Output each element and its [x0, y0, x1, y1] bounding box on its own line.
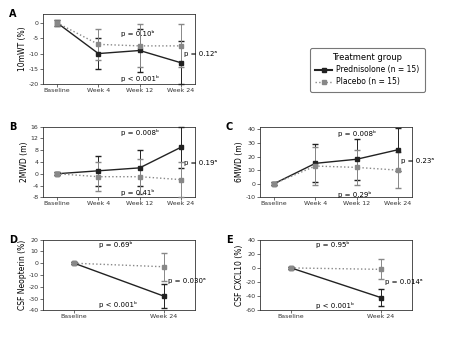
Y-axis label: CSF CXCL10 (%): CSF CXCL10 (%) [235, 244, 244, 306]
Text: D: D [9, 235, 17, 246]
Text: B: B [9, 122, 17, 132]
Legend: Prednisolone (n = 15), Placebo (n = 15): Prednisolone (n = 15), Placebo (n = 15) [310, 48, 425, 92]
Text: p = 0.030ᵃ: p = 0.030ᵃ [168, 278, 206, 284]
Text: p < 0.001ᵇ: p < 0.001ᵇ [99, 301, 137, 308]
Text: p = 0.95ᵇ: p = 0.95ᵇ [316, 241, 350, 248]
Y-axis label: 6MWD (m): 6MWD (m) [235, 142, 244, 182]
Text: p = 0.23ᵃ: p = 0.23ᵃ [401, 158, 434, 164]
Text: p < 0.001ᵇ: p < 0.001ᵇ [316, 302, 354, 309]
Text: p = 0.008ᵇ: p = 0.008ᵇ [338, 130, 376, 137]
Text: p = 0.014ᵃ: p = 0.014ᵃ [385, 279, 423, 285]
Text: p = 0.29ᵇ: p = 0.29ᵇ [338, 191, 372, 198]
Y-axis label: 2MWD (m): 2MWD (m) [20, 142, 29, 182]
Text: E: E [226, 235, 233, 246]
Text: p = 0.19ᵃ: p = 0.19ᵃ [184, 161, 218, 166]
Text: p < 0.001ᵇ: p < 0.001ᵇ [121, 75, 159, 81]
Y-axis label: 10mWT (%): 10mWT (%) [18, 27, 27, 71]
Text: p = 0.12ᵃ: p = 0.12ᵃ [184, 50, 218, 57]
Text: C: C [226, 122, 233, 132]
Y-axis label: CSF Neopterin (%): CSF Neopterin (%) [18, 240, 27, 310]
Text: p = 0.41ᵇ: p = 0.41ᵇ [121, 189, 155, 196]
Text: p = 0.10ᵇ: p = 0.10ᵇ [121, 30, 155, 37]
Text: p = 0.008ᵇ: p = 0.008ᵇ [121, 129, 159, 136]
Text: A: A [9, 10, 17, 19]
Text: p = 0.69ᵇ: p = 0.69ᵇ [99, 241, 133, 248]
